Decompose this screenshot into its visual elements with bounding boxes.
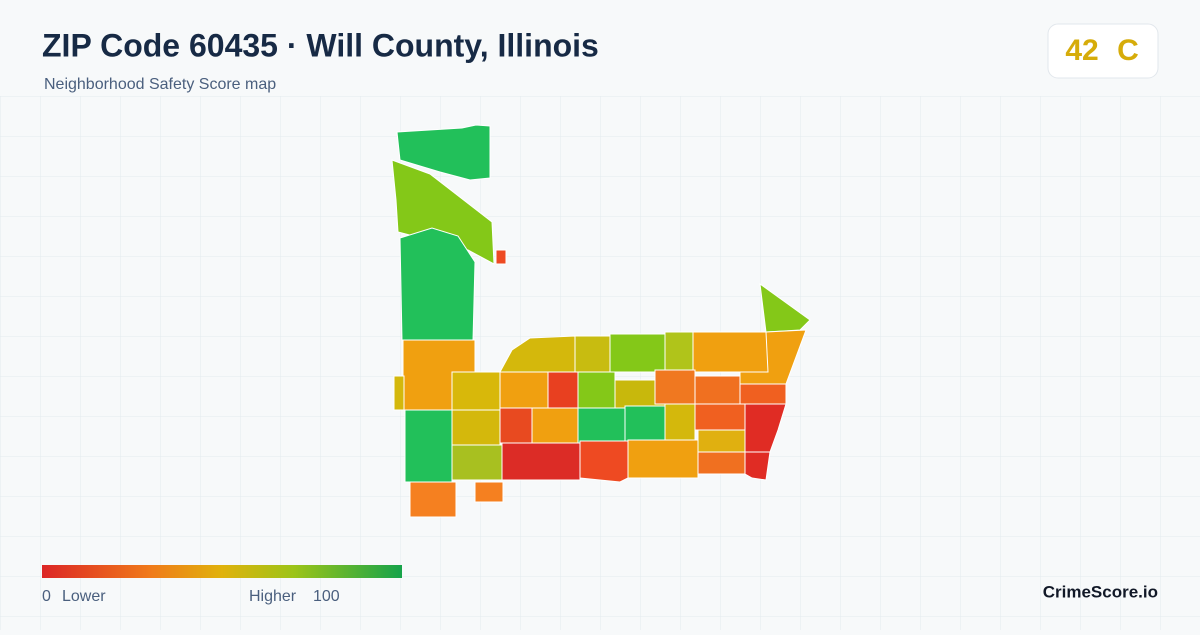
map-area [399,227,476,341]
map-area [393,375,405,411]
map-area [697,429,746,453]
score-grade: C [1117,34,1139,67]
score-box [1047,23,1159,79]
map-area [404,409,453,483]
map-area [609,333,666,373]
map-area [739,383,787,405]
map-area [451,444,503,481]
map-area [654,369,696,405]
map-area [744,451,771,481]
map-area [577,371,616,409]
legend-gradient [42,565,402,578]
map-area [495,249,507,265]
score-badge: 42 C [1047,23,1159,79]
map-area [499,407,533,444]
map-area [451,409,501,446]
title: ZIP Code 60435 · Will County, Illinois [42,27,599,63]
map-area [451,371,501,411]
map-area [627,439,699,479]
map-area [624,405,666,442]
map-area [694,375,741,405]
score-value: 42 [1065,34,1098,67]
map-area [501,442,581,481]
map-area [694,403,746,431]
legend-max: 100 [313,588,340,605]
map-area [664,403,696,441]
map-area [579,440,629,483]
legend-max-label: Higher [249,588,297,605]
map-area [692,331,769,373]
legend-min: 0 [42,588,51,605]
map-area [664,331,694,373]
subtitle: Neighborhood Safety Score map [44,76,276,93]
map-area [396,124,491,181]
brand: CrimeScore.io [1043,582,1158,601]
map-area [391,159,495,265]
legend-min-label: Lower [62,588,106,605]
map-area [577,407,626,444]
map-area [547,371,579,409]
map-area [697,451,746,475]
map-area [474,481,504,503]
map [391,124,811,518]
map-area [531,407,579,444]
map-area [499,371,549,409]
map-area [409,481,457,518]
